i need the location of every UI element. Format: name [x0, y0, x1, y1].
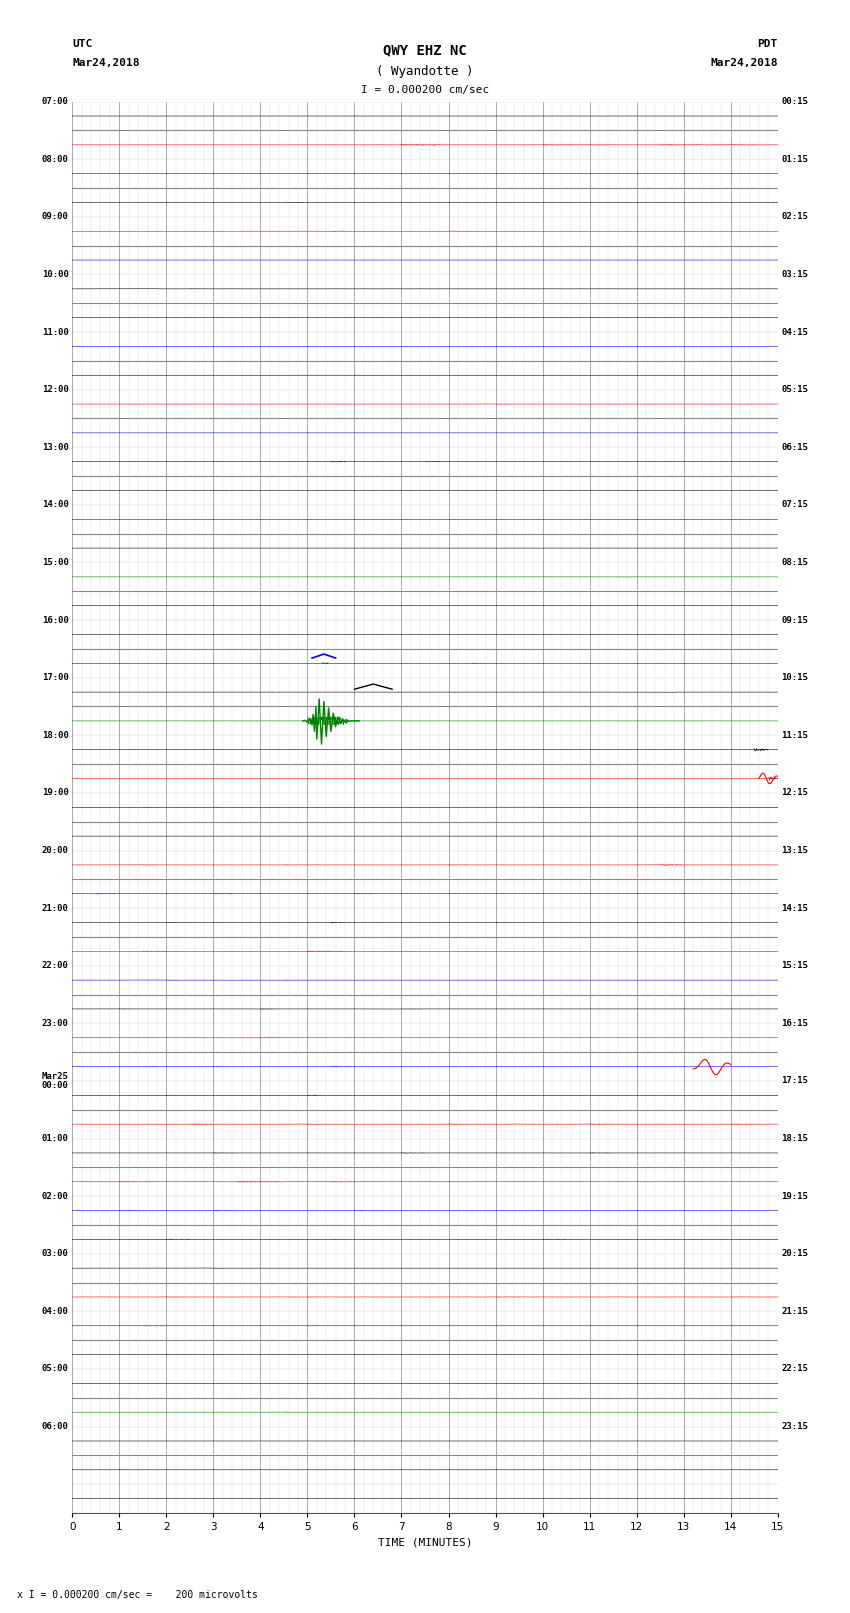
Text: 13:15: 13:15: [781, 845, 808, 855]
Text: 12:00: 12:00: [42, 386, 69, 394]
Text: 11:15: 11:15: [781, 731, 808, 740]
Text: 02:00: 02:00: [42, 1192, 69, 1200]
X-axis label: TIME (MINUTES): TIME (MINUTES): [377, 1537, 473, 1547]
Text: x I = 0.000200 cm/sec =    200 microvolts: x I = 0.000200 cm/sec = 200 microvolts: [17, 1590, 258, 1600]
Text: Mar25: Mar25: [42, 1073, 69, 1081]
Text: UTC: UTC: [72, 39, 93, 48]
Text: 14:00: 14:00: [42, 500, 69, 510]
Text: 17:00: 17:00: [42, 673, 69, 682]
Text: I = 0.000200 cm/sec: I = 0.000200 cm/sec: [361, 85, 489, 95]
Text: 01:00: 01:00: [42, 1134, 69, 1144]
Text: Mar24,2018: Mar24,2018: [72, 58, 139, 68]
Text: 13:00: 13:00: [42, 442, 69, 452]
Text: 22:00: 22:00: [42, 961, 69, 971]
Text: 06:00: 06:00: [42, 1423, 69, 1431]
Text: 20:00: 20:00: [42, 845, 69, 855]
Text: 16:00: 16:00: [42, 616, 69, 624]
Text: 21:00: 21:00: [42, 903, 69, 913]
Text: 00:00: 00:00: [42, 1081, 69, 1090]
Text: 15:00: 15:00: [42, 558, 69, 568]
Text: 04:15: 04:15: [781, 327, 808, 337]
Text: 11:00: 11:00: [42, 327, 69, 337]
Text: 08:15: 08:15: [781, 558, 808, 568]
Text: 02:15: 02:15: [781, 213, 808, 221]
Text: 05:00: 05:00: [42, 1365, 69, 1374]
Text: ( Wyandotte ): ( Wyandotte ): [377, 65, 473, 77]
Text: 03:15: 03:15: [781, 269, 808, 279]
Text: Mar24,2018: Mar24,2018: [711, 58, 778, 68]
Text: 10:15: 10:15: [781, 673, 808, 682]
Text: 01:15: 01:15: [781, 155, 808, 165]
Text: 07:00: 07:00: [42, 97, 69, 106]
Text: 00:15: 00:15: [781, 97, 808, 106]
Text: 19:15: 19:15: [781, 1192, 808, 1200]
Text: 22:15: 22:15: [781, 1365, 808, 1374]
Text: 16:15: 16:15: [781, 1019, 808, 1027]
Text: 18:00: 18:00: [42, 731, 69, 740]
Text: 15:15: 15:15: [781, 961, 808, 971]
Text: 18:15: 18:15: [781, 1134, 808, 1144]
Text: 19:00: 19:00: [42, 789, 69, 797]
Text: 14:15: 14:15: [781, 903, 808, 913]
Text: 05:15: 05:15: [781, 386, 808, 394]
Text: 23:00: 23:00: [42, 1019, 69, 1027]
Text: 09:15: 09:15: [781, 616, 808, 624]
Text: 20:15: 20:15: [781, 1248, 808, 1258]
Text: 23:15: 23:15: [781, 1423, 808, 1431]
Text: QWY EHZ NC: QWY EHZ NC: [383, 44, 467, 58]
Text: 08:00: 08:00: [42, 155, 69, 165]
Text: 03:00: 03:00: [42, 1248, 69, 1258]
Text: 10:00: 10:00: [42, 269, 69, 279]
Text: 12:15: 12:15: [781, 789, 808, 797]
Text: 06:15: 06:15: [781, 442, 808, 452]
Text: 04:00: 04:00: [42, 1307, 69, 1316]
Text: 17:15: 17:15: [781, 1076, 808, 1086]
Text: 09:00: 09:00: [42, 213, 69, 221]
Text: 21:15: 21:15: [781, 1307, 808, 1316]
Text: PDT: PDT: [757, 39, 778, 48]
Text: 07:15: 07:15: [781, 500, 808, 510]
